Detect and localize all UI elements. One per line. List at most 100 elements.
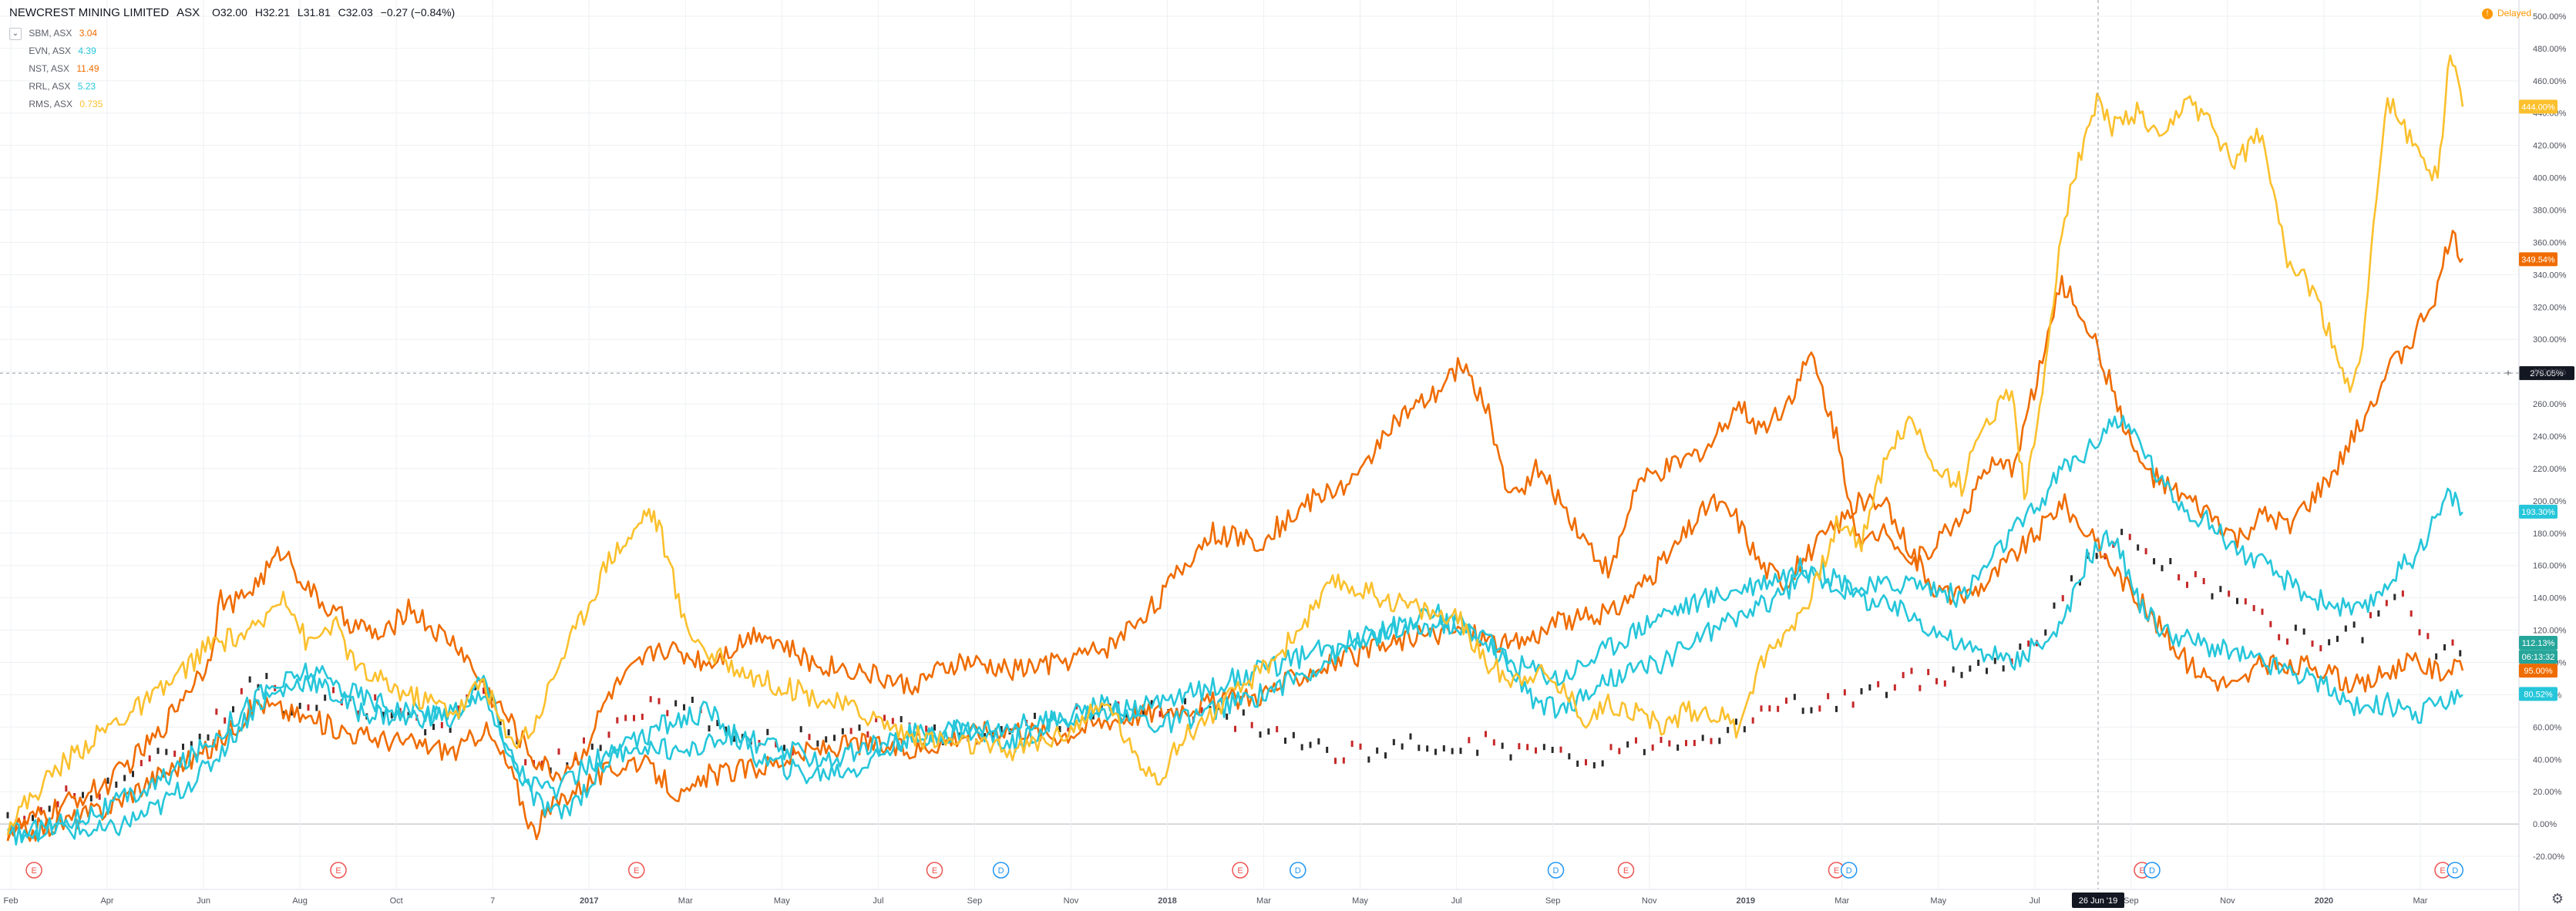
candle bbox=[883, 714, 886, 721]
candle bbox=[2153, 558, 2156, 565]
candle bbox=[2061, 595, 2064, 602]
candle bbox=[1509, 754, 1512, 761]
candle bbox=[1860, 687, 1863, 694]
legend-symbol: RRL, ASX bbox=[29, 81, 71, 92]
candle bbox=[1367, 756, 1370, 763]
candle bbox=[1250, 721, 1253, 728]
legend-row-sbm[interactable]: ⌄ SBM, ASX 3.04 bbox=[9, 25, 103, 42]
candle bbox=[98, 793, 101, 800]
candle bbox=[1551, 746, 1554, 753]
chevron-down-icon[interactable]: ⌄ bbox=[9, 27, 22, 40]
x-tick-label: Sep bbox=[2124, 896, 2139, 906]
candle bbox=[1768, 705, 1771, 712]
price-badge bbox=[2519, 636, 2558, 650]
x-tick-label: Nov bbox=[2220, 896, 2235, 906]
candle bbox=[1910, 667, 1913, 674]
price-badge-label: 444.00% bbox=[2521, 103, 2555, 112]
candle bbox=[1727, 727, 1730, 734]
candle bbox=[2278, 634, 2281, 640]
x-tick-label: Mar bbox=[1834, 896, 1849, 906]
y-tick-label: 300.00% bbox=[2533, 335, 2567, 345]
candle bbox=[1226, 713, 1229, 720]
candle bbox=[1359, 743, 1362, 750]
candle bbox=[1760, 705, 1763, 712]
candle bbox=[148, 755, 151, 762]
legend-row-rrl[interactable]: RRL, ASX 5.23 bbox=[9, 78, 103, 96]
legend-row-rms[interactable]: RMS, ASX 0.735 bbox=[9, 96, 103, 113]
delayed-status[interactable]: ! Delayed bbox=[2481, 8, 2531, 19]
candle bbox=[1309, 741, 1312, 748]
price-badge bbox=[2519, 99, 2558, 114]
price-badge bbox=[2519, 687, 2558, 701]
candle bbox=[324, 694, 327, 701]
series-legend: ⌄ SBM, ASX 3.04 EVN, ASX 4.39 NST, ASX 1… bbox=[9, 25, 103, 113]
gear-icon[interactable]: ⚙ bbox=[2551, 891, 2564, 906]
crosshair-date-box bbox=[2072, 893, 2124, 908]
candle bbox=[1067, 725, 1070, 732]
y-tick-label: 320.00% bbox=[2533, 303, 2567, 312]
x-tick-label: 2017 bbox=[580, 896, 598, 906]
candle bbox=[490, 694, 493, 701]
candle bbox=[449, 726, 452, 733]
earnings-marker bbox=[25, 862, 42, 879]
y-axis: -20.00%0.00%20.00%40.00%60.00%80.00%100.… bbox=[2518, 0, 2567, 911]
candle bbox=[1426, 745, 1429, 752]
x-tick-label: Jul bbox=[873, 896, 883, 906]
symbol-title[interactable]: NEWCREST MINING LIMITED bbox=[9, 6, 170, 19]
candle bbox=[2426, 633, 2430, 640]
crosshair-date-label: 26 Jun '19 bbox=[2079, 896, 2117, 906]
candle bbox=[1735, 718, 1737, 725]
dividend-marker-letter: D bbox=[2452, 866, 2458, 876]
earnings-marker-letter: E bbox=[335, 866, 341, 876]
candle bbox=[1585, 759, 1587, 766]
candle bbox=[1793, 694, 1796, 701]
candle bbox=[48, 805, 51, 812]
earnings-marker-letter: E bbox=[932, 866, 937, 876]
candle bbox=[2286, 638, 2288, 645]
crosshair-plus-icon: + bbox=[2505, 367, 2511, 378]
candle bbox=[791, 749, 794, 756]
earnings-marker-letter: E bbox=[31, 866, 36, 876]
candle bbox=[2002, 665, 2005, 672]
candle bbox=[1777, 705, 1780, 712]
series-layer bbox=[6, 54, 2464, 846]
candle bbox=[1342, 757, 1345, 764]
dividend-marker bbox=[2447, 862, 2463, 879]
candle bbox=[599, 745, 602, 751]
candle bbox=[858, 724, 861, 731]
price-badge-label: 112.13% bbox=[2522, 639, 2555, 648]
dividend-marker-letter: D bbox=[1295, 866, 1301, 876]
candle bbox=[2128, 533, 2131, 540]
legend-row-evn[interactable]: EVN, ASX 4.39 bbox=[9, 42, 103, 60]
candle bbox=[557, 748, 560, 755]
crosshair-value-label: 279.05% bbox=[2530, 369, 2564, 378]
candle bbox=[1451, 748, 1454, 755]
candle bbox=[1643, 748, 1646, 755]
candle bbox=[1618, 748, 1621, 755]
candle bbox=[2435, 653, 2438, 660]
candle bbox=[156, 748, 160, 755]
candle bbox=[2044, 629, 2047, 636]
candle bbox=[82, 792, 84, 798]
series-rrl bbox=[6, 529, 2463, 846]
candle bbox=[866, 731, 869, 738]
x-tick-label: Oct bbox=[390, 896, 403, 906]
candle bbox=[2177, 574, 2181, 581]
candle bbox=[1459, 748, 1462, 755]
series-rms bbox=[6, 54, 2464, 835]
candle bbox=[1635, 737, 1637, 744]
price-badge-label: 193.30% bbox=[2521, 508, 2555, 517]
candle bbox=[1434, 748, 1437, 755]
candle bbox=[1392, 738, 1395, 745]
candle bbox=[2120, 529, 2124, 536]
candle bbox=[1259, 731, 1262, 738]
legend-row-nst[interactable]: NST, ASX 11.49 bbox=[9, 60, 103, 78]
candle bbox=[849, 728, 853, 735]
candle bbox=[290, 709, 293, 716]
candle bbox=[2261, 608, 2264, 615]
candle bbox=[900, 716, 903, 723]
candle bbox=[224, 717, 227, 724]
candle bbox=[32, 815, 34, 822]
